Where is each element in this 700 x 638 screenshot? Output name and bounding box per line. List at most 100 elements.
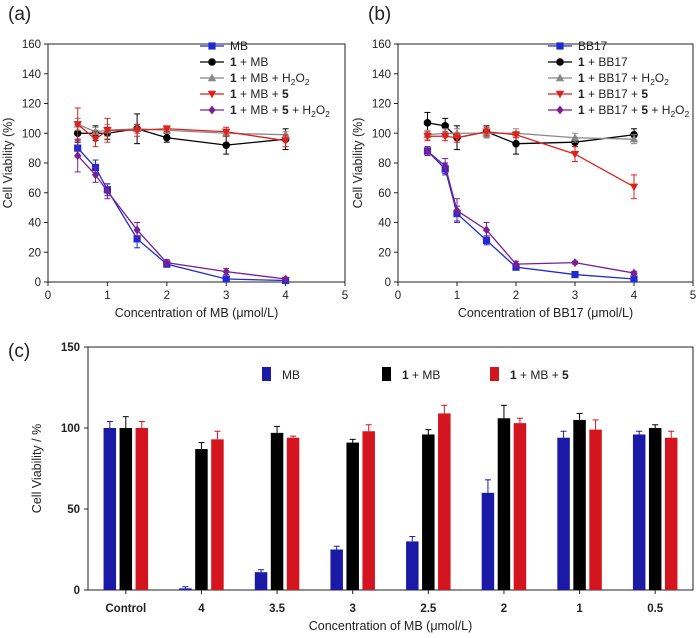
marker-diamond	[423, 146, 432, 156]
x-tick-label: 2	[513, 290, 519, 302]
y-axis-title: Cell Viability / %	[30, 424, 44, 513]
legend-text-part: + BB17	[585, 55, 628, 69]
marker-triangle-down	[207, 90, 217, 99]
panel-label: (b)	[368, 4, 391, 25]
y-tick-label: 60	[378, 188, 391, 200]
marker-circle	[208, 58, 216, 66]
y-tick-label: 80	[378, 158, 391, 170]
legend-text-part: 5	[282, 87, 289, 101]
legend-text-part: 1	[578, 87, 585, 101]
x-tick-label: 3.5	[269, 603, 286, 615]
x-tick-label: 0	[45, 290, 51, 302]
line-chart-panel: (b) 0 1 2 3 4 5 0 20 40 60 80 100 120 140 160 Concentrat…	[351, 4, 696, 320]
legend-text-part: 2	[685, 109, 690, 119]
y-tick-label: 140	[372, 69, 391, 81]
marker-square	[482, 236, 491, 244]
legend-text-part: + H	[648, 103, 670, 117]
marker-square	[556, 42, 564, 50]
bar	[513, 423, 527, 590]
legend-text-part: + MB + H	[237, 71, 291, 85]
legend-text-part: 5	[641, 103, 648, 117]
y-tick-label: 150	[61, 342, 80, 354]
marker-square	[208, 42, 216, 50]
x-tick-label: 2	[501, 603, 507, 615]
y-tick-label: 0	[35, 277, 41, 289]
x-tick-label: 3	[223, 290, 229, 302]
legend-text-part: 5	[282, 103, 289, 117]
marker-diamond	[222, 267, 230, 276]
y-tick-label: 140	[22, 69, 41, 81]
legend-text-part: 1	[230, 55, 237, 69]
marker-circle	[423, 119, 432, 127]
marker-diamond	[74, 151, 82, 160]
legend-text-part: + MB +	[237, 103, 282, 117]
marker-diamond	[282, 274, 290, 284]
bar	[211, 439, 224, 590]
marker-triangle-down	[570, 150, 580, 159]
legend-text-part: + BB17 + H	[585, 71, 650, 85]
bar	[589, 429, 602, 590]
marker-diamond	[630, 268, 638, 278]
legend-text-part: + MB +	[517, 368, 562, 382]
marker-triangle-down	[222, 128, 231, 137]
x-tick-label: 4	[198, 603, 205, 615]
bar	[573, 419, 586, 590]
marker-diamond	[512, 259, 520, 269]
x-tick-label: 1	[454, 290, 460, 302]
marker-triangle-up	[570, 133, 580, 141]
legend-text-part: 2	[670, 109, 675, 119]
legend-label: BB17	[578, 39, 608, 53]
bar	[103, 428, 117, 590]
marker-triangle-down	[482, 128, 491, 137]
y-axis-title: Cell Viability (%)	[1, 118, 15, 209]
legend-swatch	[382, 367, 391, 381]
bar	[632, 434, 646, 590]
legend-text-part: 2	[305, 77, 310, 87]
legend-text-part: + BB17 +	[585, 87, 642, 101]
y-tick-label: 20	[28, 247, 41, 259]
x-tick-label: 4	[282, 290, 289, 302]
legend-text-part: + MB	[237, 55, 269, 69]
bar	[195, 449, 208, 590]
legend-text-part: 2	[291, 77, 296, 87]
bar	[648, 428, 662, 590]
legend-label: 1 + MB	[402, 368, 440, 382]
x-tick-label: 2.5	[420, 603, 437, 615]
panel-label: (a)	[8, 4, 31, 25]
x-tick-label: 5	[690, 290, 696, 302]
legend-text-part: O	[675, 103, 684, 117]
x-tick-label: 0.5	[647, 603, 664, 615]
marker-triangle-up	[629, 134, 639, 143]
marker-triangle-down	[441, 133, 450, 141]
data-series: 1 + BB17 + 5 + H2O2	[423, 103, 690, 278]
marker-square	[630, 275, 638, 283]
y-tick-label: 50	[67, 504, 80, 516]
y-tick-label: 20	[378, 247, 391, 259]
legend-text-part: MB	[282, 368, 300, 382]
x-axis-title: Concentration of MB (μmol/L)	[309, 619, 473, 633]
x-tick-label: 1	[104, 290, 110, 302]
marker-circle	[512, 139, 520, 148]
legend-label: 1 + MB + H2O2	[230, 71, 310, 87]
x-tick-label: 5	[342, 290, 348, 302]
marker-triangle-down	[511, 131, 521, 140]
marker-triangle-down	[281, 137, 290, 146]
x-axis-title: Concentration of BB17 (μmol/L)	[458, 306, 633, 320]
bar	[135, 428, 149, 590]
legend-label: 1 + MB	[230, 55, 268, 69]
legend-text-part: 1	[230, 71, 237, 85]
marker-square	[133, 235, 141, 243]
legend-text-part: 1	[230, 87, 237, 101]
bar	[346, 442, 359, 590]
x-tick-label: 1	[576, 603, 583, 615]
y-tick-label: 40	[28, 218, 41, 230]
bar	[119, 428, 133, 590]
x-tick-label: 4	[631, 290, 638, 302]
bar	[664, 437, 678, 590]
marker-square	[222, 275, 230, 283]
line-chart-panel: (a) 0 1 2 3 4 5 0 20 40 60 80 100 120 140 160 Concentrat…	[1, 4, 348, 320]
bar	[254, 572, 268, 590]
marker-triangle-down	[452, 134, 462, 143]
marker-circle	[441, 122, 450, 130]
